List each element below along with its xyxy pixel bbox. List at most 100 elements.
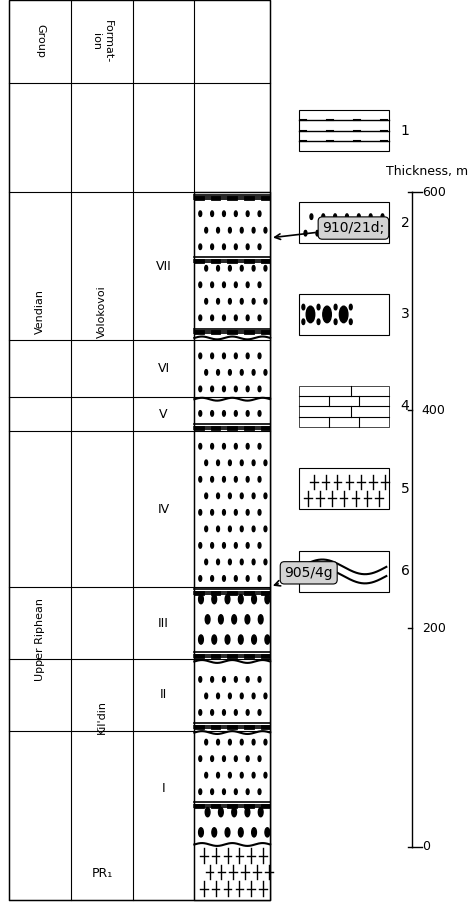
Circle shape: [234, 543, 237, 548]
Bar: [194, 734, 270, 800]
Circle shape: [334, 214, 337, 219]
Circle shape: [205, 526, 208, 532]
Circle shape: [199, 576, 201, 581]
Text: VI: VI: [157, 362, 170, 375]
Bar: [194, 202, 270, 255]
Text: IV: IV: [157, 502, 170, 516]
Circle shape: [252, 595, 256, 604]
Circle shape: [199, 543, 201, 548]
Circle shape: [234, 443, 237, 449]
Circle shape: [265, 635, 270, 644]
Circle shape: [205, 370, 208, 375]
Circle shape: [264, 370, 267, 375]
Circle shape: [264, 298, 267, 304]
Text: 910/21d;: 910/21d;: [275, 221, 384, 240]
Circle shape: [205, 693, 208, 699]
Circle shape: [234, 677, 237, 682]
Circle shape: [210, 756, 213, 761]
Circle shape: [316, 230, 319, 236]
Bar: [194, 587, 270, 597]
Circle shape: [234, 476, 237, 482]
Circle shape: [240, 493, 243, 498]
Circle shape: [234, 756, 237, 761]
Circle shape: [205, 298, 208, 304]
Bar: [194, 659, 270, 664]
Circle shape: [223, 244, 226, 250]
Circle shape: [205, 265, 208, 271]
Circle shape: [258, 244, 261, 250]
Circle shape: [199, 710, 201, 715]
Circle shape: [205, 228, 208, 233]
Circle shape: [246, 410, 249, 416]
Bar: [194, 650, 270, 659]
Circle shape: [240, 370, 243, 375]
Circle shape: [322, 214, 325, 219]
Circle shape: [375, 230, 378, 236]
Bar: [299, 551, 389, 592]
Bar: [194, 843, 270, 846]
Circle shape: [317, 304, 320, 310]
Circle shape: [264, 693, 267, 699]
Circle shape: [205, 739, 208, 744]
Circle shape: [252, 493, 255, 498]
Circle shape: [223, 211, 226, 217]
Bar: [194, 336, 270, 340]
Circle shape: [265, 828, 270, 837]
Circle shape: [210, 509, 213, 515]
Circle shape: [245, 615, 250, 624]
Circle shape: [217, 370, 219, 375]
Circle shape: [240, 559, 243, 565]
Circle shape: [264, 493, 267, 498]
Circle shape: [246, 211, 249, 217]
Circle shape: [246, 543, 249, 548]
Circle shape: [217, 298, 219, 304]
Circle shape: [223, 443, 226, 449]
Circle shape: [258, 410, 261, 416]
Circle shape: [258, 476, 261, 482]
Circle shape: [225, 595, 230, 604]
Circle shape: [223, 710, 226, 715]
Text: 1: 1: [401, 124, 410, 138]
Circle shape: [225, 635, 230, 644]
Circle shape: [246, 443, 249, 449]
Circle shape: [228, 772, 231, 778]
Text: Upper Riphean: Upper Riphean: [35, 598, 46, 680]
Circle shape: [240, 265, 243, 271]
Circle shape: [199, 789, 201, 794]
Circle shape: [252, 298, 255, 304]
Circle shape: [205, 493, 208, 498]
Circle shape: [210, 386, 213, 392]
Circle shape: [252, 526, 255, 532]
Circle shape: [334, 319, 337, 324]
Circle shape: [306, 307, 315, 322]
Circle shape: [351, 230, 355, 236]
Circle shape: [217, 228, 219, 233]
Circle shape: [346, 214, 348, 219]
Circle shape: [252, 693, 255, 699]
Circle shape: [228, 460, 231, 465]
Bar: [299, 110, 389, 151]
Circle shape: [234, 315, 237, 320]
Circle shape: [234, 244, 237, 250]
Text: I: I: [162, 782, 165, 795]
Text: 2: 2: [401, 216, 409, 230]
Circle shape: [302, 304, 305, 310]
Circle shape: [210, 410, 213, 416]
Circle shape: [264, 772, 267, 778]
Circle shape: [252, 370, 255, 375]
Circle shape: [252, 460, 255, 465]
Text: 200: 200: [422, 621, 446, 635]
Circle shape: [219, 615, 223, 624]
Circle shape: [228, 298, 231, 304]
Text: 5: 5: [401, 482, 409, 496]
Circle shape: [199, 635, 203, 644]
Circle shape: [246, 677, 249, 682]
Text: Thickness, m: Thickness, m: [385, 165, 468, 178]
Text: Format-
ion: Format- ion: [91, 19, 113, 63]
Circle shape: [246, 282, 249, 287]
Bar: [194, 340, 270, 397]
Circle shape: [223, 509, 226, 515]
Circle shape: [228, 228, 231, 233]
Bar: [299, 468, 389, 509]
Circle shape: [246, 576, 249, 581]
